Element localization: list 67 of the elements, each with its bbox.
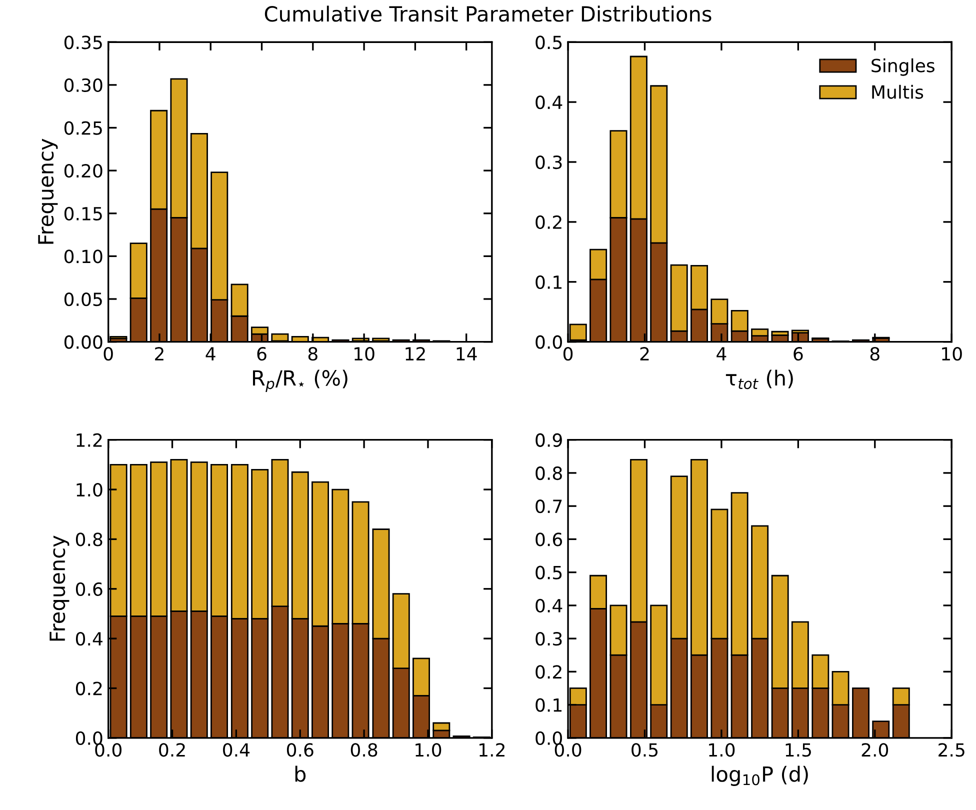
y-tick-label: 0.2	[536, 665, 562, 679]
y-tick-label: 1.0	[76, 482, 102, 497]
y-tick-label: 0.8	[536, 466, 562, 480]
y-tick-label: 0.20	[64, 164, 102, 178]
y-tick-label: 0.6	[536, 532, 562, 546]
x-tick-label: 2	[155, 347, 164, 360]
x-tick-label: 6	[257, 347, 266, 361]
y-axis-title: Frequency	[38, 138, 58, 244]
x-tick-label: 8	[308, 347, 318, 361]
y-tick-label: 0.1	[536, 698, 562, 712]
x-tick-label: 12	[406, 347, 425, 360]
y-tick-label: 1.2	[76, 433, 102, 447]
y-tick-label: 0.8	[76, 532, 102, 546]
y-tick-label: 0.3	[536, 632, 562, 646]
y-tick-label: 0.0	[76, 731, 102, 746]
x-axis-title: R$_{p}$/R$_{⋆}$ (%)	[253, 370, 348, 392]
x-axis-title: b	[295, 766, 306, 782]
y-tick-label: 0.15	[64, 206, 102, 220]
x-tick-label: 0.2	[159, 743, 185, 757]
x-axis-title: log$_{10}$P (d)	[712, 766, 808, 786]
chart-title: Cumulative Transit Parameter Distributions	[264, 6, 712, 22]
y-tick-label: 0.30	[64, 78, 102, 92]
y-axis-title: Frequency	[50, 536, 70, 641]
x-tick-label: 4	[206, 347, 216, 360]
y-tick-label: 0.25	[64, 121, 102, 135]
y-tick-label: 0.0	[536, 335, 562, 349]
x-tick-label: 0.0	[95, 743, 122, 757]
y-tick-label: 0.5	[536, 36, 562, 50]
x-tick-label: 0.8	[350, 743, 378, 757]
y-tick-label: 0.4	[536, 598, 562, 613]
x-tick-label: 14	[456, 347, 477, 360]
y-tick-label: 0.2	[536, 215, 562, 230]
x-tick-label: 0.6	[286, 743, 314, 757]
x-tick-label: 10	[354, 347, 374, 361]
x-tick-label: 1.5	[786, 743, 811, 757]
x-tick-label: 6	[794, 347, 803, 361]
x-tick-label: 0	[563, 347, 573, 361]
y-tick-label: 0.10	[64, 250, 102, 264]
y-tick-label: 0.5	[536, 566, 562, 580]
x-tick-label: 0.0	[554, 743, 582, 757]
y-tick-label: 0.4	[76, 632, 102, 646]
y-tick-label: 0.7	[536, 500, 562, 514]
x-tick-label: 10	[942, 347, 962, 361]
y-tick-label: 0.6	[76, 582, 102, 596]
y-tick-label: 0.3	[536, 155, 562, 170]
x-tick-label: 2.0	[862, 743, 888, 757]
x-tick-label: 2	[640, 347, 649, 360]
x-tick-label: 8	[870, 347, 880, 361]
x-tick-label: 2.5	[938, 743, 964, 757]
x-tick-label: 0.4	[223, 743, 250, 757]
y-tick-label: 0.9	[536, 433, 562, 447]
x-tick-label: 1.0	[416, 743, 442, 757]
legend-label: Multis	[872, 84, 924, 99]
y-tick-label: 0.00	[64, 335, 102, 349]
x-tick-label: 0	[104, 347, 113, 361]
legend-label: Singles	[872, 58, 934, 76]
x-tick-label: 0.5	[632, 743, 658, 757]
x-axis-title: τ$_{tot}$ (h)	[726, 370, 793, 390]
y-tick-label: 0.35	[64, 36, 102, 50]
y-tick-label: 0.2	[76, 682, 102, 696]
y-tick-label: 0.05	[64, 292, 102, 306]
x-tick-label: 1.2	[480, 743, 504, 756]
y-tick-label: 0.4	[536, 96, 562, 110]
x-tick-label: 1.0	[709, 743, 735, 757]
y-tick-label: 0.1	[536, 275, 562, 289]
y-tick-label: 0.0	[536, 731, 562, 746]
x-tick-label: 4	[716, 347, 726, 360]
